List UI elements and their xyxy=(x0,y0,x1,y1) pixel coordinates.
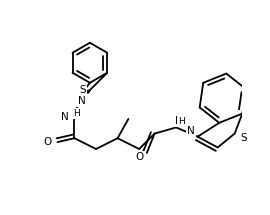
Text: O: O xyxy=(43,137,51,147)
Text: N: N xyxy=(187,126,195,135)
Text: N: N xyxy=(175,116,182,126)
Text: S: S xyxy=(79,85,86,95)
Text: S: S xyxy=(241,133,247,143)
Text: O: O xyxy=(136,152,144,163)
Text: N: N xyxy=(60,112,68,122)
Text: H: H xyxy=(178,117,184,126)
Text: N: N xyxy=(77,96,85,106)
Text: H: H xyxy=(73,109,80,118)
